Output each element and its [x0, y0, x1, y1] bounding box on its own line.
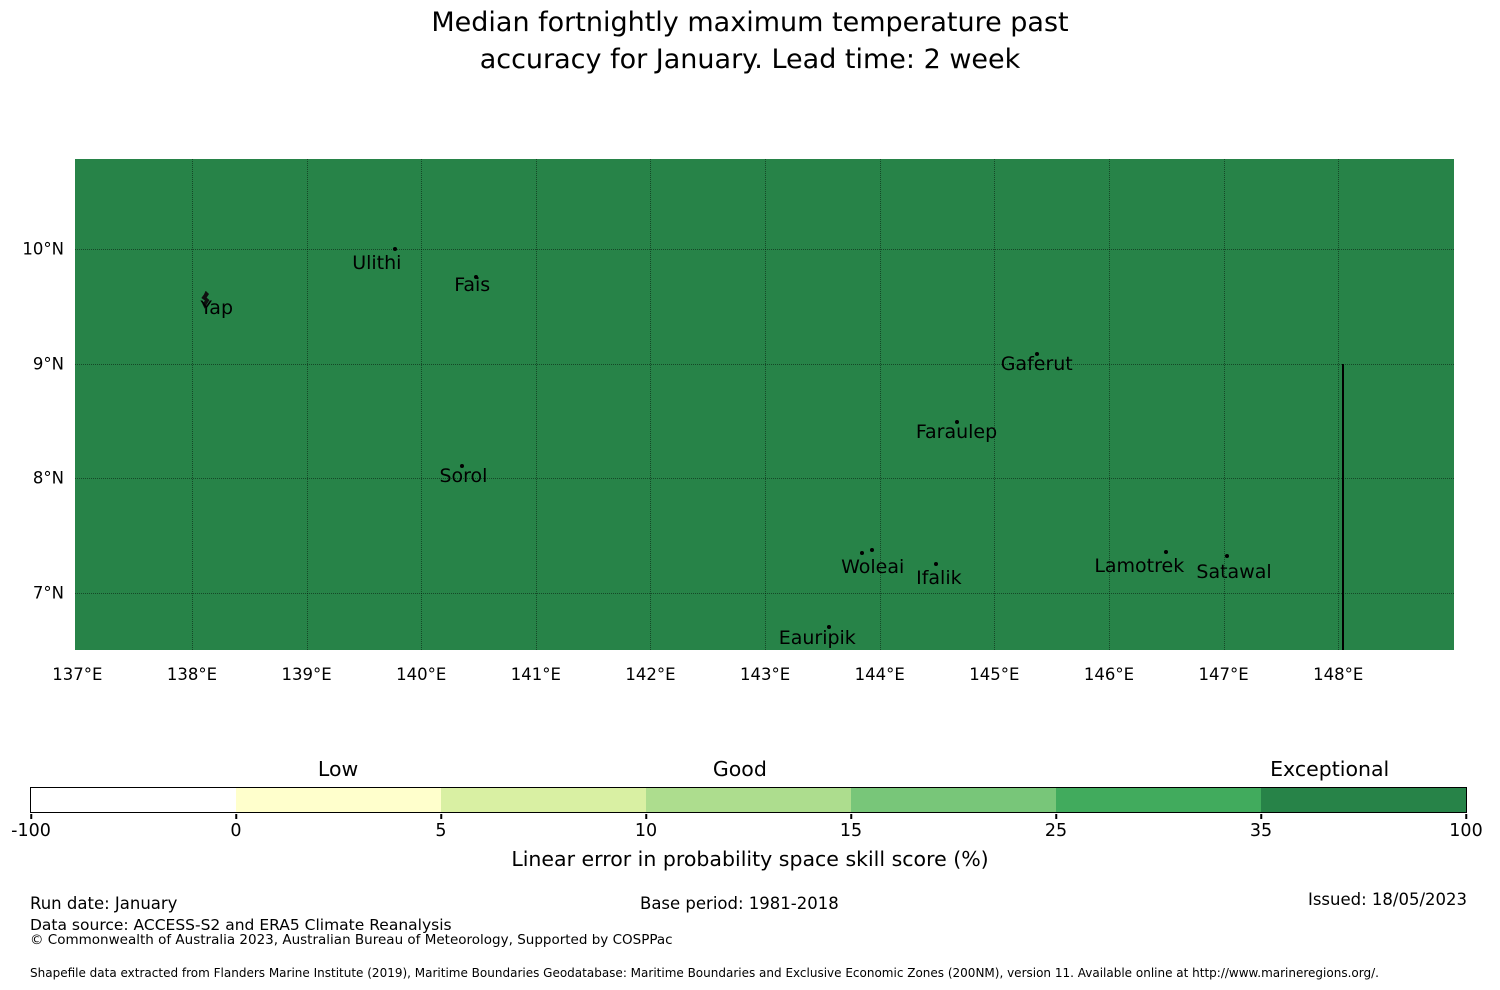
figure-title-line2: accuracy for January. Lead time: 2 week: [479, 44, 1021, 75]
island-marker-dot: [827, 625, 832, 630]
map-plot-area: Yap Ulithi Fais Sorol Gaferut Faraulep Woleai I…: [75, 159, 1454, 650]
y-axis-tick-label: 8°N: [32, 468, 64, 488]
yap-island-shape: [201, 290, 210, 309]
colorbar-tick-mark: [1260, 814, 1262, 819]
colorbar-segment: [236, 788, 441, 812]
colorbar-segment: [1261, 788, 1466, 812]
colorbar-tick-mark: [235, 814, 237, 819]
y-axis-tick-label: 9°N: [32, 354, 64, 374]
colorbar-tier-label-good: Good: [712, 757, 767, 781]
x-axis-tick-label: 146°E: [1083, 665, 1135, 684]
colorbar-segment: [441, 788, 646, 812]
island-marker-dot: [869, 548, 874, 553]
shapefile-attribution-text: Shapefile data extracted from Flanders M…: [30, 966, 1379, 980]
colorbar-tick-mark: [850, 814, 852, 819]
island-label-faraulep: Faraulep: [915, 421, 998, 444]
map-gridline-lon: [879, 159, 881, 650]
colorbar-segment: [1056, 788, 1261, 812]
island-label-gaferut: Gaferut: [1000, 352, 1073, 375]
colorbar-tick-label: 35: [1249, 821, 1273, 841]
map-gridline-lat: [75, 249, 1454, 251]
map-gridline-lon: [191, 159, 193, 650]
colorbar-tick-mark: [645, 814, 647, 819]
island-label-lamotrek: Lamotrek: [1094, 554, 1185, 577]
island-marker-dot: [1164, 549, 1169, 554]
island-label-woleai: Woleai: [841, 556, 905, 579]
island-marker-dot: [460, 463, 465, 468]
map-gridline-lon: [650, 159, 652, 650]
colorbar-segment: [851, 788, 1056, 812]
island-marker-dot: [1034, 351, 1039, 356]
colorbar: -100 0 5 10 15 25 35 100 Low Good Exceptional: [11, 757, 1483, 841]
colorbar-segment: [646, 788, 851, 812]
island-marker-dot: [954, 420, 959, 425]
x-axis-tick-label: 137°E: [52, 665, 103, 684]
colorbar-tick-label: 5: [435, 821, 447, 841]
colorbar-axis-label: Linear error in probability space skill …: [511, 847, 989, 871]
base-period-text: Base period: 1981-2018: [640, 894, 839, 913]
map-gridline-lon: [765, 159, 767, 650]
island-label-eauripik: Eauripik: [778, 627, 856, 650]
x-axis-tick-label: 142°E: [625, 665, 676, 684]
x-axis-tick-label: 148°E: [1313, 665, 1364, 684]
colorbar-tick-mark: [1055, 814, 1057, 819]
island-label-satawal: Satawal: [1196, 561, 1272, 584]
x-axis-tick-label: 141°E: [510, 665, 561, 684]
island-label-ulithi: Ulithi: [352, 252, 402, 275]
x-axis-tick-label: 144°E: [854, 665, 905, 684]
colorbar-tick-mark: [440, 814, 442, 819]
copyright-text: © Commonwealth of Australia 2023, Austra…: [30, 932, 673, 948]
map-gridline-lon: [1338, 159, 1340, 650]
island-marker-dot: [392, 247, 397, 252]
run-date-text: Run date: January: [30, 894, 178, 913]
colorbar-segment: [31, 788, 236, 812]
map-gridline-lat: [75, 592, 1454, 594]
colorbar-tick-label: 100: [1449, 821, 1483, 841]
island-marker-dot: [1225, 554, 1230, 559]
colorbar-tier-label-low: Low: [317, 757, 359, 781]
colorbar-tier-label-exceptional: Exceptional: [1270, 757, 1390, 781]
x-axis-tick-label: 140°E: [396, 665, 447, 684]
x-axis-tick-label: 147°E: [1198, 665, 1249, 684]
issued-date-text: Issued: 18/05/2023: [1307, 890, 1467, 909]
data-source-text: Data source: ACCESS-S2 and ERA5 Climate …: [30, 916, 452, 934]
island-label-sorol: Sorol: [439, 464, 488, 487]
colorbar-tick-label: -100: [11, 821, 51, 841]
map-gridline-lat: [75, 478, 1454, 480]
eez-boundary-line: [1341, 363, 1344, 650]
island-label-yap: Yap: [200, 296, 234, 319]
map-gridline-lon: [1108, 159, 1110, 650]
island-label-fais: Fais: [454, 273, 491, 296]
map-gridline-lon: [994, 159, 996, 650]
map-gridline-lon: [421, 159, 423, 650]
colorbar-tick-label: 25: [1044, 821, 1068, 841]
colorbar-tick-label: 10: [634, 821, 658, 841]
island-marker-dot: [933, 562, 938, 567]
map-gridline-lon: [535, 159, 537, 650]
figure-title-line1: Median fortnightly maximum temperature p…: [431, 7, 1069, 38]
x-axis-tick-label: 145°E: [969, 665, 1020, 684]
x-axis-tick-label: 138°E: [166, 665, 218, 684]
island-label-ifalik: Ifalik: [916, 567, 962, 590]
map-gridline-lon: [1223, 159, 1225, 650]
colorbar-tick-label: 15: [839, 821, 863, 841]
island-marker-dot: [474, 274, 479, 279]
x-axis-tick-label: 139°E: [281, 665, 332, 684]
colorbar-tick-label: 0: [230, 821, 242, 841]
colorbar-tick-mark: [30, 814, 32, 819]
island-marker-dot: [859, 551, 864, 556]
y-axis-tick-label: 7°N: [32, 583, 64, 603]
map-gridline-lat: [75, 363, 1454, 365]
x-axis-tick-label: 143°E: [739, 665, 791, 684]
y-axis-tick-label: 10°N: [22, 239, 64, 259]
colorbar-tick-mark: [1465, 814, 1467, 819]
map-gridline-lon: [306, 159, 308, 650]
